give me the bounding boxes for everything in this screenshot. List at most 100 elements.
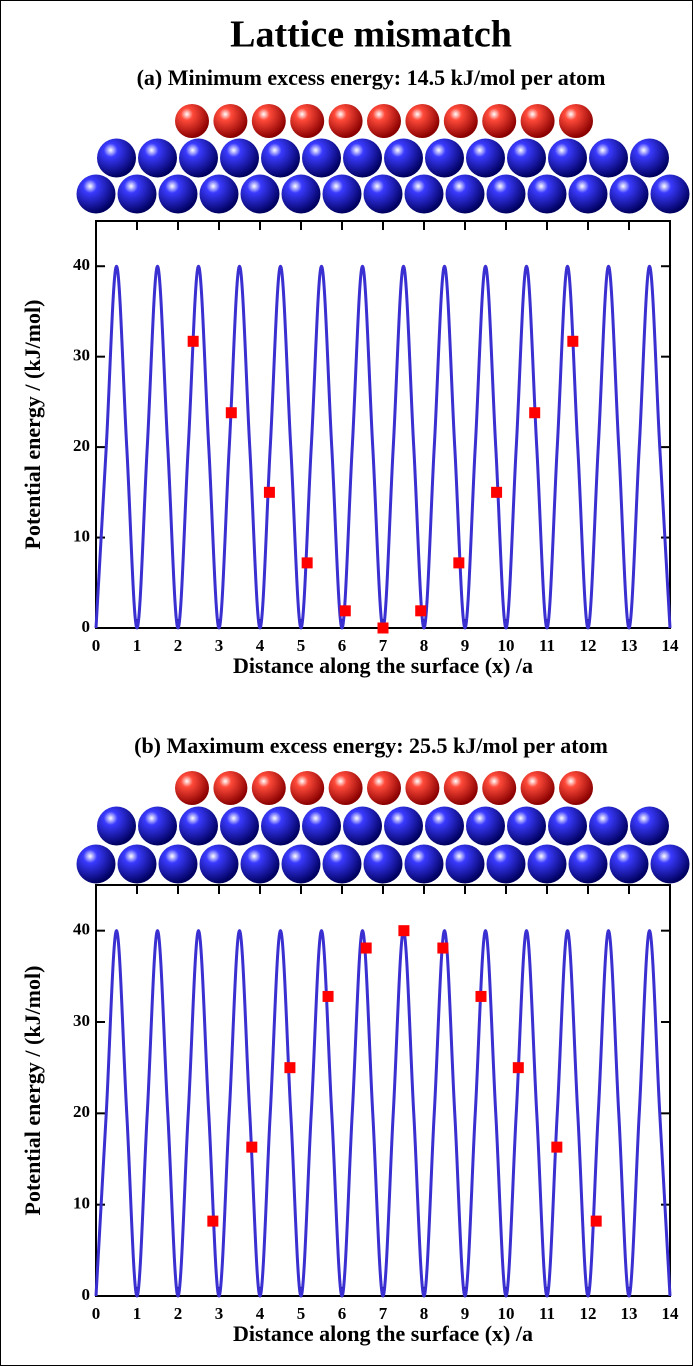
surface-atom xyxy=(240,174,280,214)
x-tick-label: 0 xyxy=(92,1304,101,1323)
surface-atom xyxy=(384,138,423,178)
atom-energy-point xyxy=(301,557,313,569)
figure-title: Lattice mismatch xyxy=(230,14,512,56)
x-tick-label: 5 xyxy=(297,636,306,655)
surface-atom xyxy=(261,806,300,846)
adatom xyxy=(328,104,363,138)
potential-curve xyxy=(94,264,672,630)
x-tick-label: 9 xyxy=(461,636,470,655)
surface-atom xyxy=(281,174,321,214)
y-tick-label: 10 xyxy=(73,1194,90,1213)
atom-energy-point xyxy=(437,942,449,954)
surface-atom xyxy=(179,806,218,846)
surface-atom xyxy=(486,844,526,884)
x-tick-label: 4 xyxy=(256,1304,265,1323)
adatom xyxy=(520,104,555,138)
surface-atom xyxy=(281,844,321,884)
x-tick-label: 13 xyxy=(621,1304,638,1323)
atom-energy-point xyxy=(263,486,275,498)
atom-energy-point xyxy=(339,605,351,617)
adatom xyxy=(251,104,286,138)
adatom xyxy=(175,771,209,805)
surface-atom xyxy=(220,138,259,178)
atom-energy-point xyxy=(377,622,389,634)
surface-atom xyxy=(138,138,177,178)
subtitle: (a) Minimum excess energy: 14.5 kJ/mol p… xyxy=(137,65,606,90)
y-tick-label: 20 xyxy=(73,436,90,455)
subtitle: (b) Maximum excess energy: 25.5 kJ/mol p… xyxy=(134,733,608,758)
y-axis-label: Potential energy / (kJ/mol) xyxy=(20,966,45,1216)
adatom xyxy=(559,104,593,138)
atom-energy-point xyxy=(187,335,199,347)
x-tick-label: 1 xyxy=(133,636,142,655)
x-tick-label: 5 xyxy=(297,1304,306,1323)
surface-atom xyxy=(630,138,669,178)
y-tick-label: 20 xyxy=(73,1102,90,1121)
atom-energy-point xyxy=(322,990,334,1002)
x-tick-label: 7 xyxy=(379,1304,388,1323)
x-tick-label: 14 xyxy=(662,636,680,655)
atom-energy-point xyxy=(512,1062,524,1074)
x-tick-label: 3 xyxy=(215,636,224,655)
surface-atom xyxy=(363,844,403,884)
x-tick-label: 9 xyxy=(461,1304,470,1323)
x-tick-label: 6 xyxy=(338,1304,347,1323)
surface-atom xyxy=(507,806,546,846)
surface-atom xyxy=(179,138,218,178)
adatom xyxy=(559,771,593,805)
surface-atom xyxy=(650,844,690,884)
atom-energy-point xyxy=(398,925,410,937)
surface-atom xyxy=(343,806,382,846)
x-tick-label: 13 xyxy=(621,636,638,655)
surface-atom xyxy=(302,806,341,846)
surface-atom xyxy=(527,174,567,214)
x-tick-label: 12 xyxy=(580,636,597,655)
surface-atom xyxy=(240,844,280,884)
surface-atom xyxy=(322,174,362,214)
adatom xyxy=(443,771,478,805)
adatom xyxy=(367,771,401,805)
surface-atom xyxy=(404,174,444,214)
adatom xyxy=(405,771,440,805)
y-tick-label: 30 xyxy=(73,346,90,365)
atom-energy-point xyxy=(551,1141,563,1153)
x-tick-label: 4 xyxy=(256,636,265,655)
surface-atom xyxy=(609,174,649,214)
adatom xyxy=(482,771,517,805)
x-tick-label: 7 xyxy=(379,636,388,655)
adatom xyxy=(290,771,325,805)
atom-energy-point xyxy=(246,1141,258,1153)
surface-atom xyxy=(302,138,341,178)
surface-atom xyxy=(425,806,464,846)
surface-atom xyxy=(589,806,628,846)
surface-atom xyxy=(425,138,464,178)
surface-atom xyxy=(199,844,239,884)
surface-atom xyxy=(343,138,382,178)
surface-atom xyxy=(445,844,485,884)
adatom xyxy=(443,104,478,138)
x-tick-label: 11 xyxy=(539,1304,555,1323)
adatom xyxy=(367,104,401,138)
surface-atom xyxy=(199,174,239,214)
surface-atom xyxy=(384,806,423,846)
x-tick-label: 14 xyxy=(662,1304,680,1323)
x-tick-label: 3 xyxy=(215,1304,224,1323)
x-tick-label: 1 xyxy=(133,1304,142,1323)
atom-energy-point xyxy=(225,407,237,419)
x-tick-label: 2 xyxy=(174,636,183,655)
atom-energy-point xyxy=(475,990,487,1002)
surface-atom xyxy=(220,806,259,846)
y-tick-label: 0 xyxy=(82,1285,91,1304)
surface-atom xyxy=(589,138,628,178)
y-tick-label: 30 xyxy=(73,1011,90,1030)
surface-atom xyxy=(527,844,567,884)
x-tick-label: 8 xyxy=(420,1304,429,1323)
surface-atom xyxy=(158,174,198,214)
y-tick-label: 10 xyxy=(73,526,90,545)
surface-atom xyxy=(466,806,505,846)
x-axis-label: Distance along the surface (x) /a xyxy=(233,1321,533,1346)
atom-energy-point xyxy=(415,605,427,617)
surface-atom xyxy=(507,138,546,178)
surface-atom xyxy=(97,806,136,846)
adatom xyxy=(405,104,440,138)
